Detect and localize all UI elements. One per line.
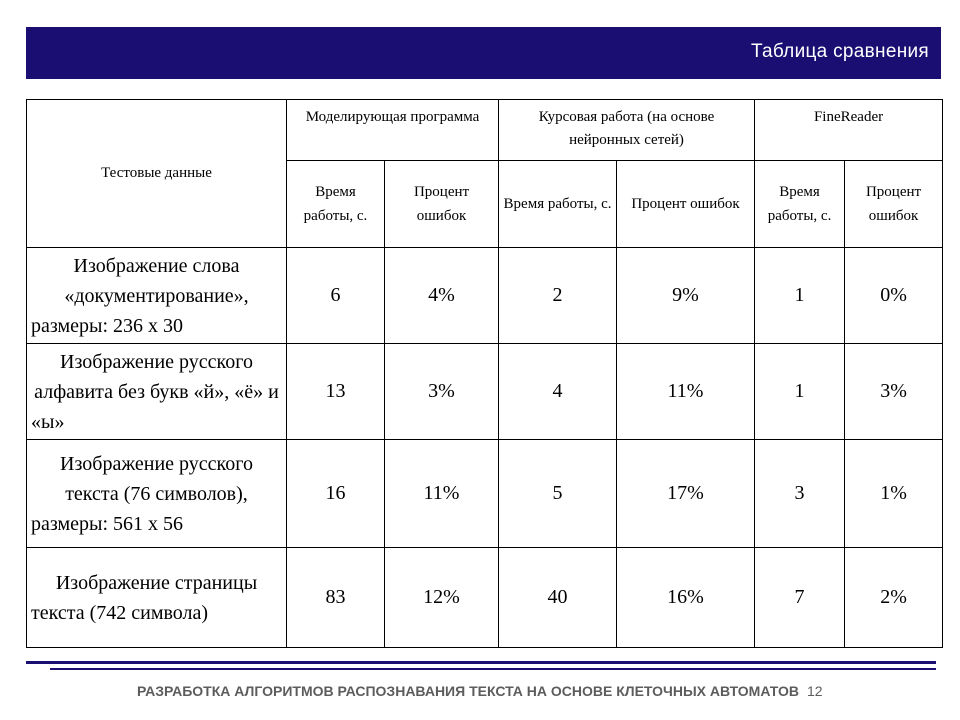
row-label: Изображение страницы текста (742 символа… — [26, 547, 287, 648]
row-label: Изображение слова «документирование», ра… — [26, 247, 287, 344]
page-number: 12 — [806, 683, 823, 699]
header-row-metrics: Время работы, с. Процент ошибок Время ра… — [27, 160, 944, 248]
test-data-header: Тестовые данные — [26, 99, 287, 248]
time-header: Время работы, с. — [286, 160, 385, 248]
time-cell: 6 — [286, 247, 385, 344]
row-label: Изображение русского текста (76 символов… — [26, 439, 287, 548]
footer-text: РАЗРАБОТКА АЛГОРИТМОВ РАСПОЗНАВАНИЯ ТЕКС… — [137, 683, 799, 699]
header-row-groups: Тестовые данные Моделирующая программа К… — [26, 99, 944, 248]
table-row: Изображение страницы текста (742 символа… — [26, 547, 944, 648]
error-cell: 11% — [616, 343, 756, 440]
table-row: Изображение русского текста (76 символов… — [26, 439, 944, 548]
time-cell: 5 — [498, 439, 618, 548]
error-cell: 1% — [844, 439, 944, 548]
error-cell: 0% — [844, 247, 944, 344]
time-cell: 83 — [286, 547, 385, 648]
time-cell: 1 — [754, 247, 846, 344]
error-cell: 3% — [844, 343, 944, 440]
group-header-modeling-program: Моделирующая программа — [285, 99, 500, 161]
error-cell: 2% — [844, 547, 944, 648]
table-row: Изображение русского алфавита без букв «… — [26, 343, 944, 440]
time-cell: 40 — [498, 547, 618, 648]
error-cell: 16% — [616, 547, 756, 648]
error-header: Процент ошибок — [616, 160, 756, 248]
footer-divider — [50, 668, 936, 670]
error-cell: 3% — [383, 343, 500, 440]
error-cell: 11% — [383, 439, 500, 548]
table-row: Изображение слова «документирование», ра… — [26, 247, 944, 344]
time-header: Время работы, с. — [754, 160, 846, 248]
slide-title: Таблица сравнения — [750, 41, 929, 62]
time-header: Время работы, с. — [498, 160, 618, 248]
error-cell: 12% — [383, 547, 500, 648]
error-header: Процент ошибок — [383, 160, 500, 248]
footer: РАЗРАБОТКА АЛГОРИТМОВ РАСПОЗНАВАНИЯ ТЕКС… — [137, 683, 823, 699]
error-cell: 4% — [383, 247, 500, 344]
time-cell: 16 — [286, 439, 385, 548]
time-cell: 4 — [498, 343, 618, 440]
row-label: Изображение русского алфавита без букв «… — [26, 343, 287, 440]
time-cell: 2 — [498, 247, 618, 344]
group-header-course-work: Курсовая работа (на основе нейронных сет… — [498, 99, 756, 161]
error-cell: 17% — [616, 439, 756, 548]
group-header-finereader: FineReader — [754, 99, 944, 161]
time-cell: 13 — [286, 343, 385, 440]
error-header: Процент ошибок — [844, 160, 944, 248]
time-cell: 7 — [754, 547, 846, 648]
title-bar: Таблица сравнения — [26, 27, 941, 79]
footer-divider — [26, 661, 936, 664]
time-cell: 1 — [754, 343, 846, 440]
time-cell: 3 — [754, 439, 846, 548]
comparison-table: Тестовые данные Моделирующая программа К… — [26, 99, 944, 648]
error-cell: 9% — [616, 247, 756, 344]
